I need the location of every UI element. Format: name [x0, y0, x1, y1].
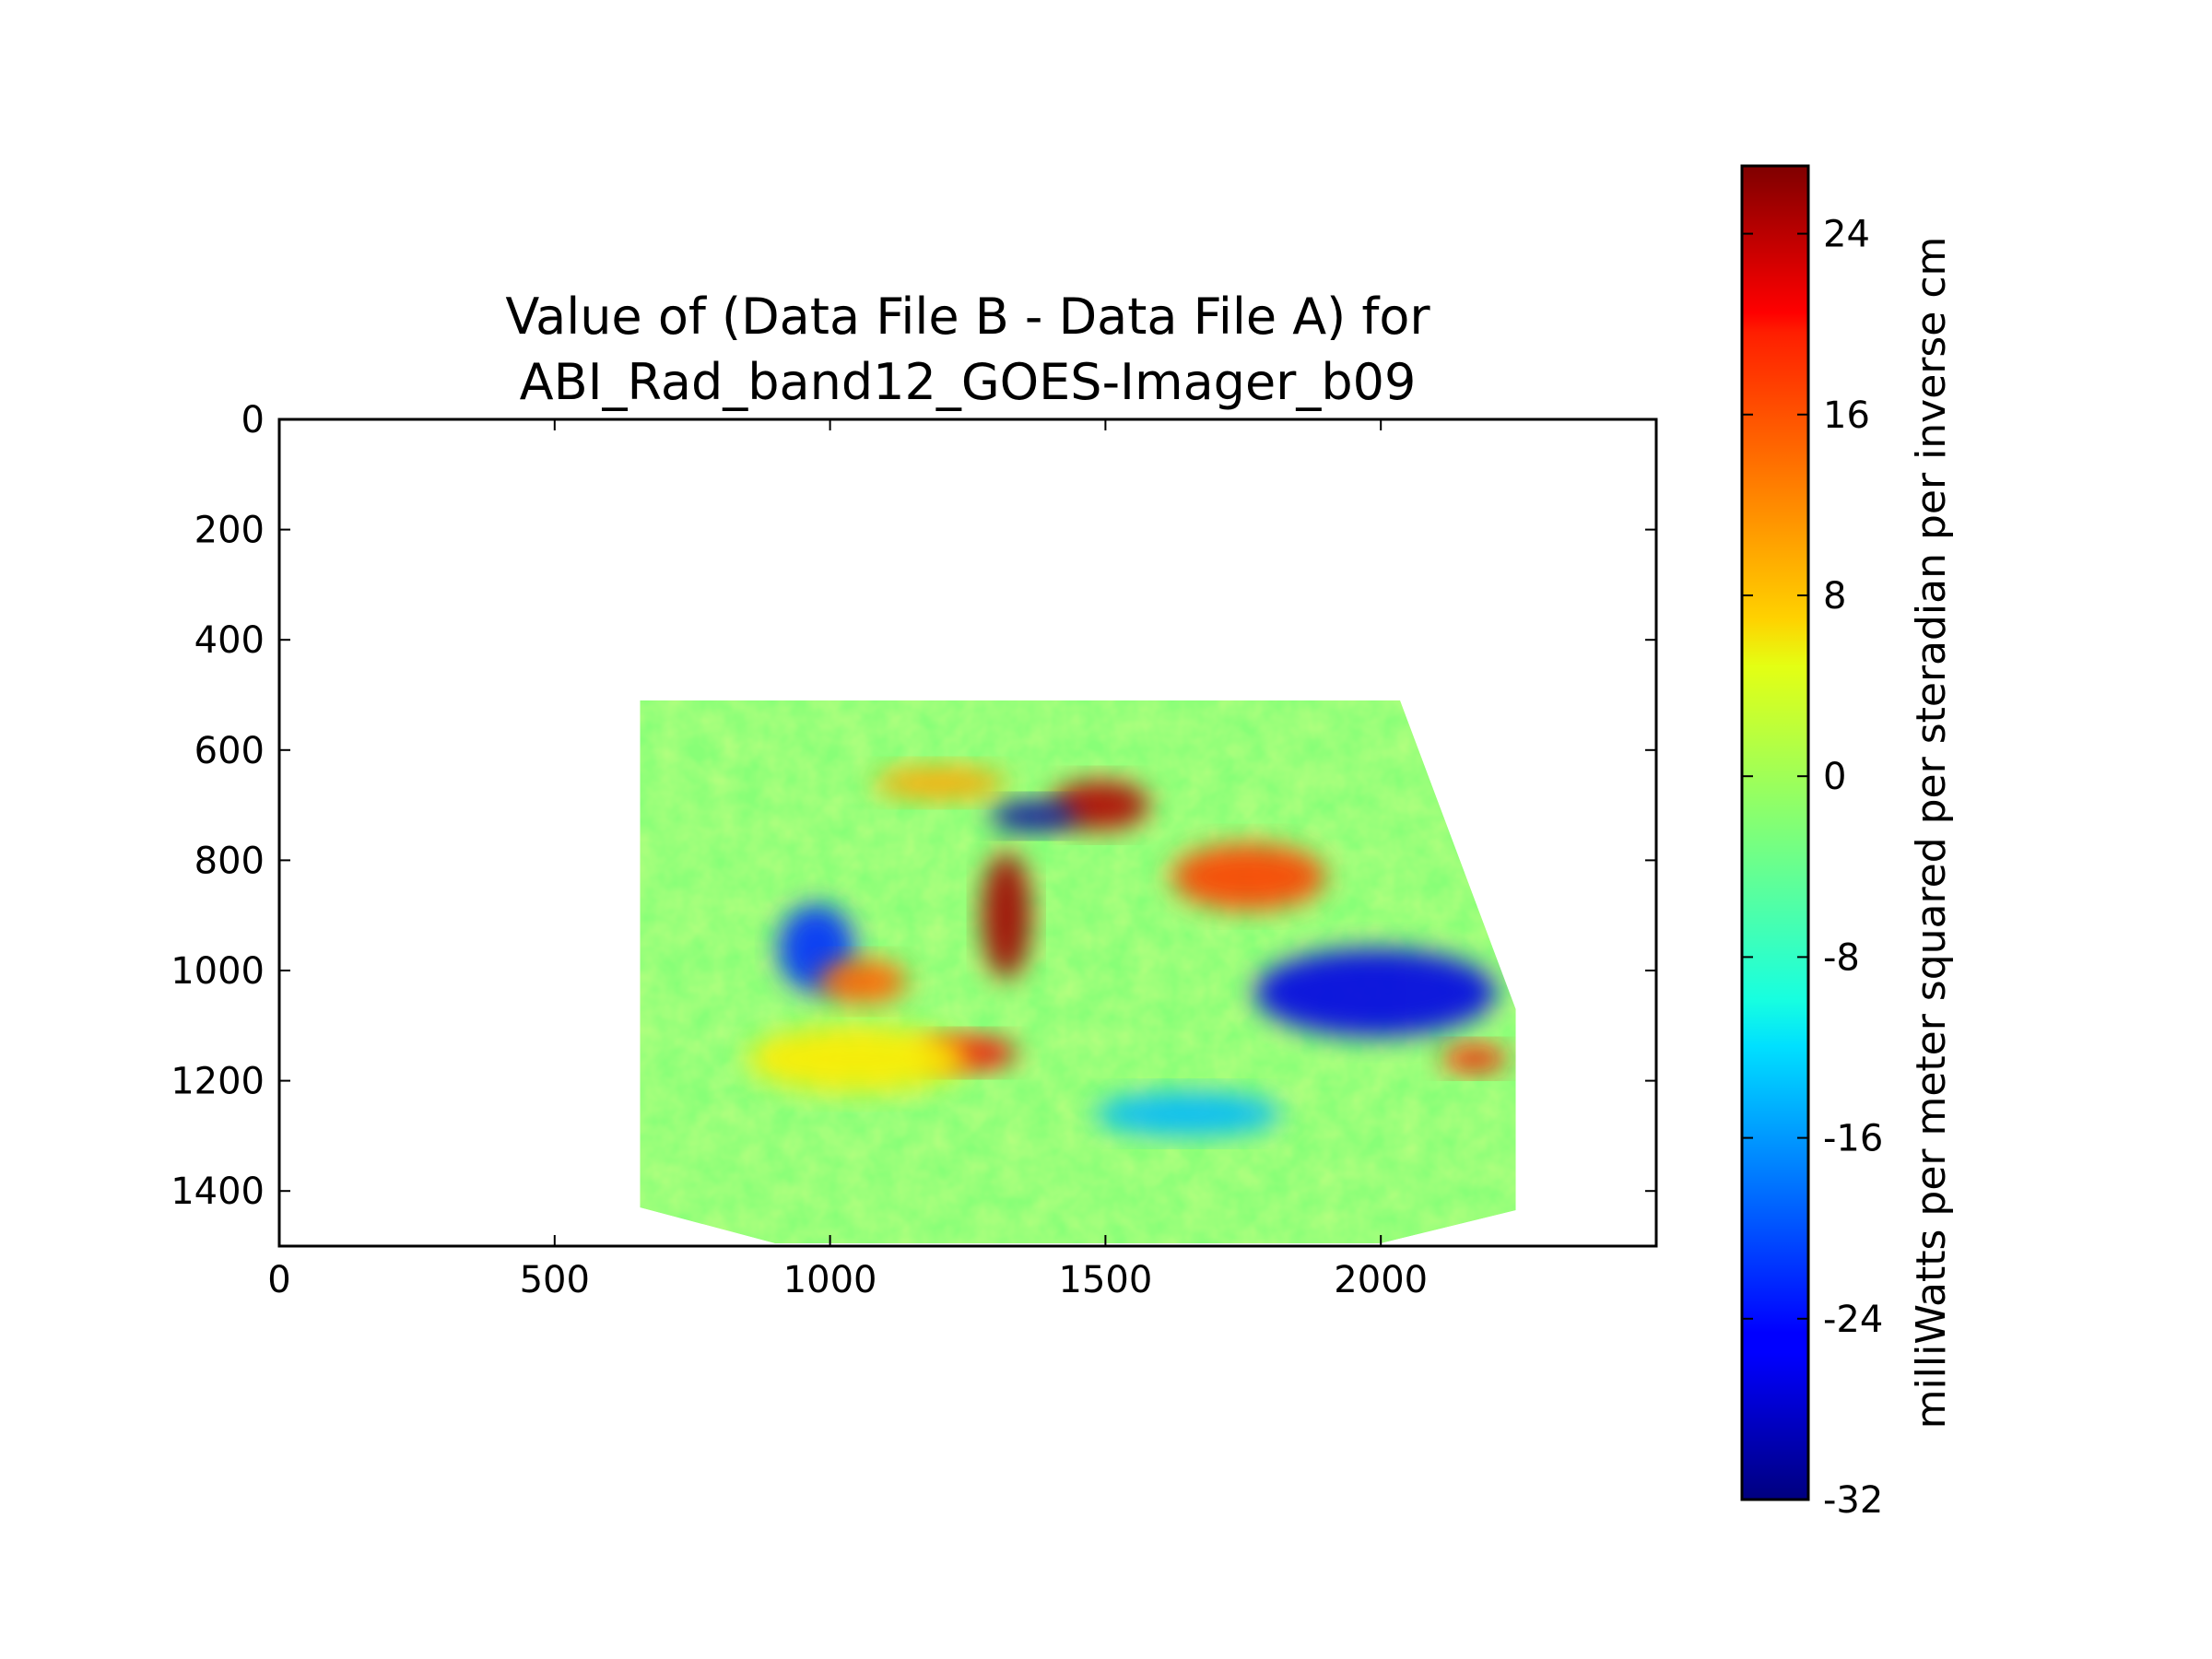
heatmap-feature	[1094, 1091, 1282, 1136]
heatmap-feature	[1253, 948, 1497, 1037]
y-axis: 0 200 400 600 800 1000 1200 1400	[171, 399, 1656, 1213]
colorbar-label: milliWatts per meter squared per steradi…	[1908, 237, 1955, 1430]
y-tick-label: 600	[194, 730, 265, 772]
colorbar	[1740, 164, 1810, 1501]
colorbar-tick-label: -8	[1823, 936, 1860, 979]
heatmap-image	[640, 700, 1516, 1243]
y-tick-label: 0	[241, 399, 265, 441]
colorbar-tick-label: -32	[1823, 1479, 1883, 1522]
y-tick-label: 1000	[171, 950, 265, 993]
colorbar-tick-label: 0	[1823, 756, 1846, 798]
x-tick-label: 2000	[1334, 1259, 1428, 1301]
colorbar-tick-label: -24	[1823, 1299, 1883, 1341]
heatmap-feature	[981, 852, 1031, 979]
y-tick-label: 1400	[171, 1171, 265, 1213]
x-tick-label: 1500	[1059, 1259, 1153, 1301]
axes-frame	[277, 418, 1658, 1248]
heatmap-feature	[989, 800, 1078, 832]
colorbar-tick-label: -16	[1823, 1118, 1883, 1160]
y-tick-label: 1200	[171, 1061, 265, 1103]
colorbar-tick-label: 8	[1823, 575, 1846, 618]
colorbar-ticks: 24 16 8 0 -8 -16 -24 -32	[1742, 214, 1883, 1522]
heatmap-features	[747, 766, 1508, 1136]
heatmap-feature	[874, 766, 1006, 800]
heatmap-feature	[1171, 843, 1326, 911]
y-tick-label: 800	[194, 840, 265, 882]
heatmap-feature	[1441, 1044, 1508, 1073]
chart-title-line-1: Value of (Data File B - Data File A) for	[505, 288, 1430, 346]
heatmap-feature	[818, 959, 908, 1004]
x-axis: 0 500 1000 1500 2000	[267, 419, 1428, 1301]
x-tick-label: 500	[520, 1259, 590, 1301]
y-tick-label: 200	[194, 510, 265, 552]
colorbar-tick-label: 16	[1823, 394, 1870, 437]
colorbar-tick-label: 24	[1823, 214, 1870, 256]
x-tick-label: 0	[267, 1259, 290, 1301]
chart-title-line-2: ABI_Rad_band12_GOES-Imager_b09	[520, 353, 1417, 411]
heatmap-feature	[747, 1025, 968, 1092]
y-tick-label: 400	[194, 619, 265, 662]
x-tick-label: 1000	[783, 1259, 877, 1301]
